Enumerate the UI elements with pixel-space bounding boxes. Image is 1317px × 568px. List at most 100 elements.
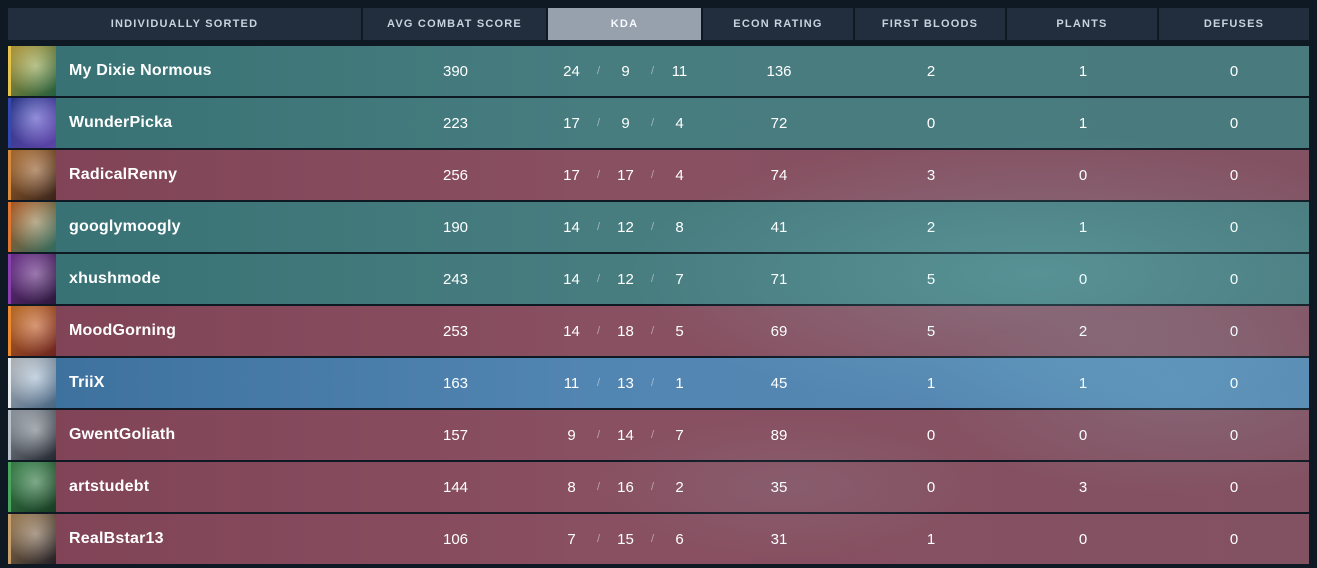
agent-avatar bbox=[8, 150, 56, 200]
player-rows: My Dixie Normous 390 24 / 9 / 11 136 2 1… bbox=[8, 46, 1309, 564]
defuses-value: 0 bbox=[1229, 166, 1239, 184]
kills-value: 7 bbox=[567, 530, 576, 548]
kda-value: 8 / 16 / 2 bbox=[548, 479, 703, 496]
kda-separator: / bbox=[596, 117, 601, 129]
player-identity: WunderPicka bbox=[8, 98, 363, 148]
econ-rating-value: 31 bbox=[770, 530, 788, 548]
player-row[interactable]: RealBstar13 106 7 / 15 / 6 31 1 0 0 bbox=[8, 514, 1309, 564]
column-header-defuses[interactable]: DEFUSES bbox=[1159, 8, 1309, 40]
kills-value: 24 bbox=[563, 62, 580, 80]
player-name: MoodGorning bbox=[69, 322, 177, 339]
kda-separator: / bbox=[596, 65, 601, 77]
deaths-value: 12 bbox=[617, 218, 634, 236]
player-name: WunderPicka bbox=[69, 114, 173, 131]
acs-value: 163 bbox=[442, 374, 469, 392]
player-name: artstudebt bbox=[69, 478, 150, 495]
agent-avatar bbox=[8, 514, 56, 564]
acs-value: 157 bbox=[442, 426, 469, 444]
player-row[interactable]: xhushmode 243 14 / 12 / 7 71 5 0 0 bbox=[8, 254, 1309, 304]
defuses-value: 0 bbox=[1229, 530, 1239, 548]
player-row[interactable]: artstudebt 144 8 / 16 / 2 35 0 3 0 bbox=[8, 462, 1309, 512]
agent-avatar bbox=[8, 358, 56, 408]
player-row[interactable]: RadicalRenny 256 17 / 17 / 4 74 3 0 0 bbox=[8, 150, 1309, 200]
kda-value: 14 / 12 / 7 bbox=[548, 271, 703, 288]
acs-value: 243 bbox=[442, 270, 469, 288]
deaths-value: 18 bbox=[617, 322, 634, 340]
econ-rating-value: 89 bbox=[770, 426, 788, 444]
plants-value: 1 bbox=[1078, 62, 1088, 80]
kda-separator: / bbox=[596, 169, 601, 181]
column-header-individually-sorted[interactable]: INDIVIDUALLY SORTED bbox=[8, 8, 363, 40]
plants-value: 0 bbox=[1078, 426, 1088, 444]
agent-avatar bbox=[8, 410, 56, 460]
column-header-plants[interactable]: PLANTS bbox=[1007, 8, 1159, 40]
player-name: RadicalRenny bbox=[69, 166, 178, 183]
kda-separator: / bbox=[596, 533, 601, 545]
kda-value: 11 / 13 / 1 bbox=[548, 375, 703, 392]
kills-value: 17 bbox=[563, 166, 580, 184]
deaths-value: 9 bbox=[621, 62, 630, 80]
kda-separator: / bbox=[650, 273, 655, 285]
acs-value: 106 bbox=[442, 530, 469, 548]
plants-value: 1 bbox=[1078, 374, 1088, 392]
kills-value: 8 bbox=[567, 478, 576, 496]
first-bloods-value: 3 bbox=[926, 166, 936, 184]
kda-value: 24 / 9 / 11 bbox=[548, 63, 703, 80]
econ-rating-value: 41 bbox=[770, 218, 788, 236]
player-row[interactable]: TriiX 163 11 / 13 / 1 45 1 1 0 bbox=[8, 358, 1309, 408]
column-header-kda[interactable]: KDA bbox=[548, 8, 703, 40]
player-identity: TriiX bbox=[8, 358, 363, 408]
column-header-first-bloods[interactable]: FIRST BLOODS bbox=[855, 8, 1007, 40]
player-identity: googlymoogly bbox=[8, 202, 363, 252]
kda-separator: / bbox=[596, 429, 601, 441]
econ-rating-value: 136 bbox=[766, 62, 792, 80]
player-identity: My Dixie Normous bbox=[8, 46, 363, 96]
kills-value: 14 bbox=[563, 218, 580, 236]
kills-value: 14 bbox=[563, 270, 580, 288]
agent-avatar bbox=[8, 98, 56, 148]
defuses-value: 0 bbox=[1229, 322, 1239, 340]
first-bloods-value: 2 bbox=[926, 62, 936, 80]
first-bloods-value: 0 bbox=[926, 114, 936, 132]
kda-separator: / bbox=[596, 481, 601, 493]
kda-separator: / bbox=[596, 221, 601, 233]
first-bloods-value: 2 bbox=[926, 218, 936, 236]
assists-value: 4 bbox=[675, 166, 684, 184]
assists-value: 4 bbox=[675, 114, 684, 132]
acs-value: 253 bbox=[442, 322, 469, 340]
acs-value: 390 bbox=[442, 62, 469, 80]
defuses-value: 0 bbox=[1229, 62, 1239, 80]
player-name: RealBstar13 bbox=[69, 530, 164, 547]
kda-separator: / bbox=[596, 377, 601, 389]
column-header-econ-rating[interactable]: ECON RATING bbox=[703, 8, 855, 40]
assists-value: 7 bbox=[675, 426, 684, 444]
agent-avatar bbox=[8, 254, 56, 304]
player-row[interactable]: googlymoogly 190 14 / 12 / 8 41 2 1 0 bbox=[8, 202, 1309, 252]
column-header-avg-combat-score[interactable]: AVG COMBAT SCORE bbox=[363, 8, 548, 40]
econ-rating-value: 72 bbox=[770, 114, 788, 132]
player-row[interactable]: MoodGorning 253 14 / 18 / 5 69 5 2 0 bbox=[8, 306, 1309, 356]
defuses-value: 0 bbox=[1229, 374, 1239, 392]
acs-value: 223 bbox=[442, 114, 469, 132]
player-row[interactable]: WunderPicka 223 17 / 9 / 4 72 0 1 0 bbox=[8, 98, 1309, 148]
econ-rating-value: 35 bbox=[770, 478, 788, 496]
kda-value: 9 / 14 / 7 bbox=[548, 427, 703, 444]
assists-value: 6 bbox=[675, 530, 684, 548]
first-bloods-value: 0 bbox=[926, 478, 936, 496]
kda-separator: / bbox=[650, 533, 655, 545]
plants-value: 2 bbox=[1078, 322, 1088, 340]
defuses-value: 0 bbox=[1229, 426, 1239, 444]
agent-avatar bbox=[8, 46, 56, 96]
kda-value: 7 / 15 / 6 bbox=[548, 531, 703, 548]
plants-value: 0 bbox=[1078, 530, 1088, 548]
defuses-value: 0 bbox=[1229, 478, 1239, 496]
kda-separator: / bbox=[650, 481, 655, 493]
deaths-value: 9 bbox=[621, 114, 630, 132]
kda-value: 17 / 9 / 4 bbox=[548, 115, 703, 132]
kills-value: 14 bbox=[563, 322, 580, 340]
player-row[interactable]: GwentGoliath 157 9 / 14 / 7 89 0 0 0 bbox=[8, 410, 1309, 460]
deaths-value: 15 bbox=[617, 530, 634, 548]
assists-value: 2 bbox=[675, 478, 684, 496]
player-identity: xhushmode bbox=[8, 254, 363, 304]
player-row[interactable]: My Dixie Normous 390 24 / 9 / 11 136 2 1… bbox=[8, 46, 1309, 96]
